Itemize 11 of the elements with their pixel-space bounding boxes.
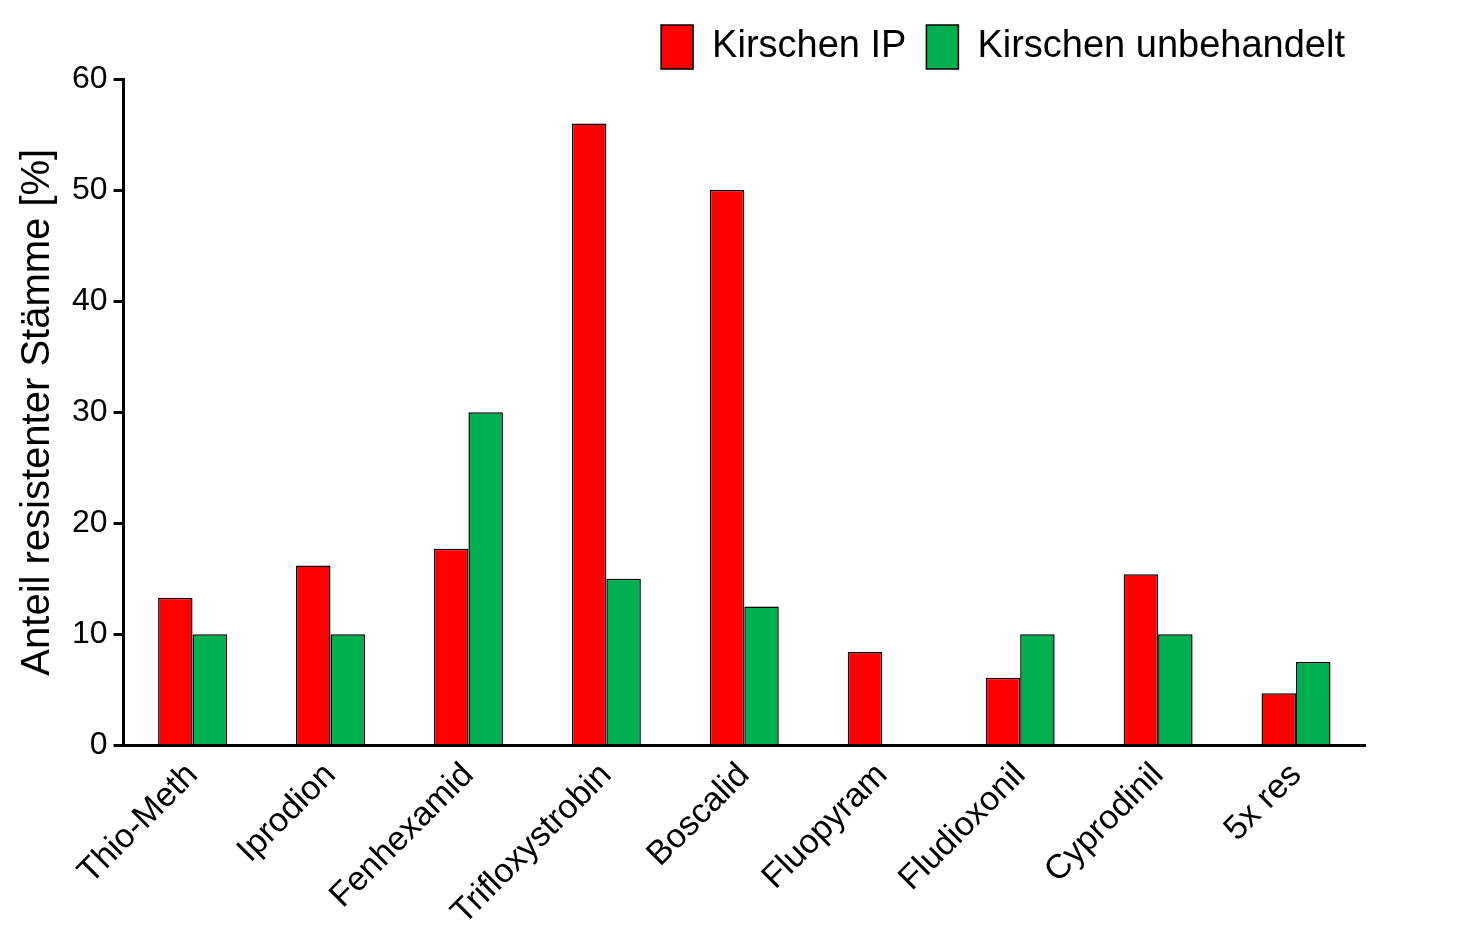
y-tick-label: 50 (72, 169, 108, 206)
y-tick-label: 30 (72, 392, 108, 429)
legend-label: Kirschen unbehandelt (977, 23, 1346, 66)
x-tick-label: 5x res (1215, 754, 1308, 847)
y-tick-label: 20 (72, 503, 108, 540)
y-tick-label: 0 (89, 725, 108, 762)
y-tick-label: 10 (72, 614, 108, 651)
y-tick-label: 40 (72, 280, 108, 317)
y-axis-title: Anteil resistenter Stämme [%] (13, 148, 58, 676)
legend-label: Kirschen IP (712, 23, 907, 66)
y-tick-label: 60 (72, 58, 108, 95)
